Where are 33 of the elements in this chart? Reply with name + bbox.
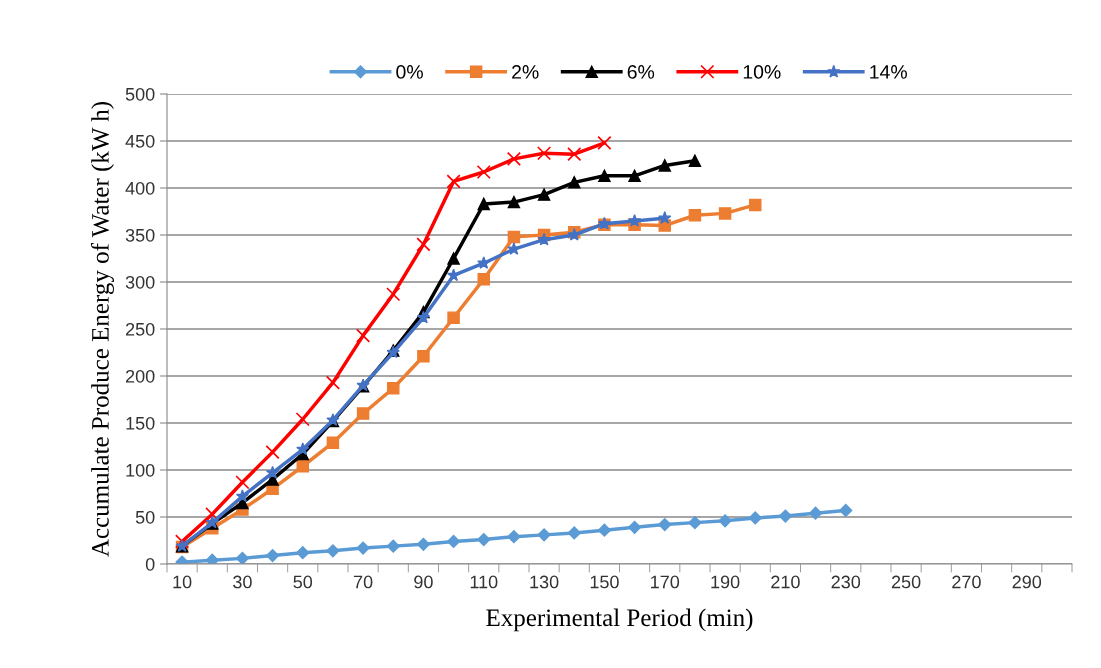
x-tick-label: 90 [414, 575, 433, 589]
x-tick-label: 110 [470, 575, 498, 589]
y-tick-label: 250 [125, 322, 155, 336]
x-tick-label: 170 [651, 575, 680, 589]
x-tick-label: 290 [1012, 575, 1042, 589]
x-tick-label: 10 [173, 575, 192, 589]
x-tick-label: 130 [530, 575, 559, 589]
x-tick-label: 230 [831, 575, 861, 589]
x-tick-label: 30 [233, 575, 252, 589]
x-tick-label: 70 [353, 575, 373, 589]
x-tick-label: 50 [293, 575, 313, 589]
y-tick-label: 400 [125, 181, 155, 195]
legend-label: 10% [743, 65, 781, 79]
y-tick-label: 300 [125, 275, 155, 289]
x-tick-label: 270 [952, 575, 981, 589]
legend-label: 2% [512, 65, 539, 79]
legend-label: 0% [396, 65, 423, 79]
y-tick-label: 500 [125, 87, 155, 101]
y-tick-label: 50 [135, 510, 155, 524]
y-tick-label: 450 [125, 134, 155, 148]
y-tick-label: 150 [126, 416, 155, 430]
legend-label: 6% [627, 65, 655, 79]
y-axis-title: Accumulate Produce Energy of Water (kW h) [90, 102, 114, 557]
x-tick-label: 190 [711, 575, 740, 589]
x-tick-label: 210 [771, 575, 800, 589]
y-tick-label: 100 [126, 463, 155, 477]
y-tick-label: 0 [145, 557, 155, 571]
y-tick-label: 350 [125, 228, 155, 242]
x-axis-title: Experimental Period (min) [486, 608, 753, 632]
x-tick-label: 150 [590, 575, 619, 589]
y-tick-label: 200 [125, 369, 155, 383]
legend-label: 14% [870, 65, 907, 79]
x-tick-label: 250 [891, 575, 921, 589]
